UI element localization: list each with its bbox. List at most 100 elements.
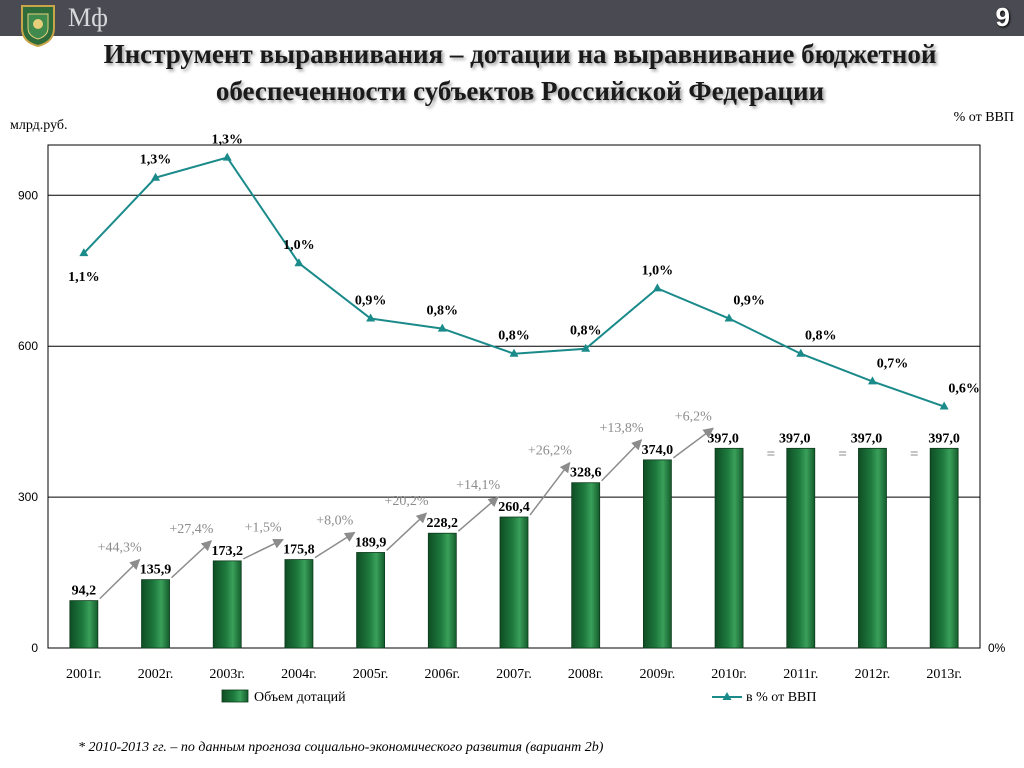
- line-point-marker: [939, 401, 949, 410]
- legend-line-label: в % от ВВП: [746, 690, 817, 705]
- bar-value-label: 374,0: [642, 443, 674, 458]
- line-value-label: 1,0%: [642, 263, 674, 278]
- y-tick-label: 600: [18, 339, 38, 353]
- growth-arrow: [529, 461, 571, 516]
- legend-line-marker: [722, 692, 732, 700]
- line-point-marker: [509, 348, 519, 357]
- line-point-marker: [652, 283, 662, 292]
- line-point-marker: [151, 172, 161, 181]
- x-tick-label: 2001г.: [66, 667, 102, 682]
- line-point-marker: [79, 248, 89, 257]
- line-value-label: 0,6%: [948, 382, 980, 397]
- bar: [284, 559, 314, 649]
- bar: [356, 552, 386, 649]
- growth-label: +13,8%: [600, 421, 644, 436]
- growth-arrow: [457, 496, 499, 532]
- line-value-label: 0,9%: [733, 294, 765, 309]
- bar: [69, 600, 99, 649]
- y-axis-unit-label: млрд.руб.: [10, 118, 68, 133]
- growth-arrow: [171, 540, 213, 579]
- line-value-label: 1,3%: [140, 153, 172, 168]
- growth-label: +1,5%: [245, 521, 282, 536]
- bar-value-label: 260,4: [498, 500, 530, 515]
- growth-label: +8,0%: [316, 513, 353, 528]
- growth-label: +14,1%: [456, 478, 500, 493]
- line-point-marker: [294, 258, 304, 267]
- slide-title: Инструмент выравнивания – дотации на выр…: [60, 36, 980, 110]
- top-bar: Мф 9: [0, 0, 1024, 48]
- bar: [212, 560, 242, 649]
- title-line-1: Инструмент выравнивания – дотации на выр…: [103, 39, 937, 69]
- line-value-label: 0,8%: [805, 329, 837, 344]
- growth-label: +44,3%: [98, 541, 142, 556]
- bar-value-label: 328,6: [570, 466, 602, 481]
- page-number: 9: [995, 2, 1010, 32]
- line-value-label: 0,8%: [498, 329, 530, 344]
- x-tick-label: 2007г.: [496, 667, 532, 682]
- line-point-marker: [366, 313, 376, 322]
- bar-value-label: 397,0: [928, 431, 960, 446]
- legend-bar-label: Объем дотаций: [254, 690, 346, 705]
- bar-value-label: 175,8: [283, 543, 315, 558]
- bar: [499, 516, 529, 649]
- bar: [714, 447, 744, 649]
- growth-equal-sign: =: [838, 446, 847, 462]
- growth-arrow: [314, 531, 356, 559]
- growth-label: +6,2%: [675, 409, 712, 424]
- growth-equal-sign: =: [910, 446, 919, 462]
- line-value-label: 0,9%: [355, 294, 387, 309]
- x-tick-label: 2010г.: [711, 667, 747, 682]
- line-value-label: 1,1%: [68, 270, 100, 285]
- bar-value-label: 397,0: [707, 431, 739, 446]
- bar: [427, 532, 457, 649]
- y-tick-label: 300: [18, 490, 38, 504]
- footnote: * 2010-2013 гг. – по данным прогноза соц…: [78, 740, 604, 755]
- growth-label: +26,2%: [528, 444, 572, 459]
- line-value-label: 0,8%: [427, 304, 459, 319]
- y-tick-label: 900: [18, 188, 38, 202]
- bar-value-label: 397,0: [851, 431, 883, 446]
- x-tick-label: 2011г.: [783, 667, 818, 682]
- line-point-marker: [437, 323, 447, 332]
- title-line-2: обеспеченности субъектов Российской Феде…: [215, 76, 825, 106]
- bar: [858, 447, 887, 649]
- line-value-label: 1,3%: [211, 133, 243, 148]
- bar: [786, 447, 816, 649]
- line-point-marker: [867, 376, 877, 385]
- bar-value-label: 94,2: [72, 584, 97, 599]
- line-point-marker: [796, 348, 806, 357]
- bar: [571, 482, 601, 649]
- bar-value-label: 189,9: [355, 535, 387, 550]
- growth-arrow: [672, 427, 714, 459]
- x-tick-label: 2003г.: [209, 667, 245, 682]
- x-tick-label: 2008г.: [568, 667, 604, 682]
- bar-value-label: 397,0: [779, 431, 811, 446]
- bar-value-label: 173,2: [211, 544, 243, 559]
- line-point-marker: [222, 152, 232, 161]
- line-value-label: 0,8%: [570, 324, 602, 339]
- bar-value-label: 228,2: [427, 516, 459, 531]
- y2-axis-unit-label: % от ВВП: [953, 110, 1014, 125]
- x-tick-label: 2013г.: [926, 667, 962, 682]
- line-value-label: 0,7%: [877, 356, 909, 371]
- x-tick-label: 2004г.: [281, 667, 317, 682]
- bar: [642, 459, 672, 649]
- x-tick-label: 2009г.: [640, 667, 676, 682]
- x-tick-label: 2012г.: [855, 667, 891, 682]
- y-tick-label: 0: [31, 641, 38, 655]
- line-value-label: 1,0%: [283, 238, 315, 253]
- x-tick-label: 2006г.: [424, 667, 460, 682]
- growth-arrow: [386, 512, 428, 552]
- growth-label: +20,2%: [384, 494, 428, 509]
- bar: [929, 447, 959, 649]
- x-tick-label: 2002г.: [138, 667, 174, 682]
- brand-text: Мф: [68, 3, 108, 32]
- y2-tick-label: 0%: [988, 641, 1006, 655]
- line-point-marker: [724, 313, 734, 322]
- growth-equal-sign: =: [767, 446, 776, 462]
- legend-bar-swatch: [221, 689, 249, 703]
- line-point-marker: [581, 343, 591, 352]
- growth-arrow: [242, 538, 284, 560]
- ministry-emblem-icon: [21, 5, 55, 48]
